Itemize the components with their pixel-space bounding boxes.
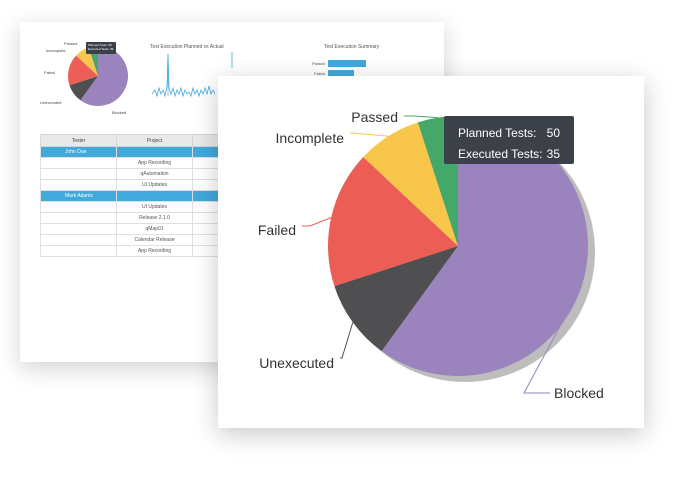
table-cell-project: qMap01 bbox=[116, 223, 193, 235]
table-header-project: Project bbox=[116, 134, 193, 147]
summary-bar-failed bbox=[328, 70, 354, 77]
pie-leader-failed bbox=[302, 217, 332, 227]
pie-slice-failed[interactable] bbox=[327, 157, 458, 287]
pie-leader-incomplete bbox=[350, 132, 389, 137]
test-status-pie-chart: Blocked Unexecuted Failed Incomplete Passed bbox=[258, 109, 604, 401]
table-cell-empty bbox=[40, 223, 117, 235]
summary-bar-label-passed: Passed bbox=[312, 61, 326, 66]
table-cell-project: App Recording bbox=[116, 157, 193, 169]
mini-label-passed: Passed bbox=[64, 41, 78, 46]
summary-chart-title: Test Execution Summary bbox=[324, 44, 380, 50]
table-cell-empty bbox=[40, 179, 117, 191]
pie-slice-blocked[interactable] bbox=[381, 116, 589, 376]
mini-pie-slice-failed bbox=[68, 55, 98, 86]
table-cell-empty bbox=[116, 146, 193, 158]
mini-pie-slice-incomplete bbox=[76, 47, 98, 76]
mini-tooltip-executed-label: Executed Tests: bbox=[88, 47, 110, 51]
mini-label-blocked: Blocked bbox=[112, 110, 127, 115]
table-cell-project: UI Updates bbox=[116, 201, 193, 213]
mini-line-chart bbox=[151, 53, 216, 98]
mini-label-unexecuted: Unexecuted bbox=[40, 100, 62, 105]
pie-leader-blocked bbox=[523, 285, 583, 394]
pie-label-incomplete: Incomplete bbox=[276, 130, 345, 146]
tooltip-executed-value: 35 bbox=[546, 147, 560, 161]
pie-tooltip: Planned Tests: 50 Executed Tests: 35 bbox=[444, 116, 574, 164]
table-cell-empty bbox=[40, 201, 117, 213]
table-cell-empty bbox=[116, 190, 193, 202]
pie-slice-incomplete[interactable] bbox=[363, 122, 458, 246]
pie-label-failed: Failed bbox=[258, 222, 296, 238]
table-cell-tester: John Doe bbox=[40, 146, 117, 158]
tooltip-executed-label: Executed Tests: bbox=[458, 147, 543, 161]
mini-label-incomplete: Incomplete bbox=[46, 48, 66, 53]
mini-pie-slice-blocked bbox=[80, 46, 129, 106]
table-header-tester: Tester bbox=[40, 134, 117, 147]
pie-leader-unexecuted bbox=[340, 322, 354, 359]
tooltip-planned-label: Planned Tests: bbox=[458, 126, 537, 140]
table-cell-empty bbox=[40, 212, 117, 224]
mini-label-failed: Failed bbox=[44, 70, 55, 75]
pie-chart-card: Blocked Unexecuted Failed Incomplete Passed … bbox=[218, 76, 644, 428]
mini-line-spike bbox=[231, 52, 233, 68]
table-cell-project: Release 2.1.0 bbox=[116, 212, 193, 224]
table-cell-empty bbox=[40, 157, 117, 169]
pie-label-unexecuted: Unexecuted bbox=[259, 355, 334, 371]
summary-bar-passed bbox=[328, 60, 366, 67]
summary-bar-label-failed: Failed bbox=[314, 71, 325, 76]
pie-leader-passed bbox=[404, 115, 438, 119]
pie-slice-unexecuted[interactable] bbox=[334, 246, 458, 352]
table-cell-project: UI Updates bbox=[116, 179, 193, 191]
table-cell-empty bbox=[40, 168, 117, 180]
table-cell-project: qAutomation bbox=[116, 168, 193, 180]
table-cell-project: Calendar Release bbox=[116, 234, 193, 246]
table-cell-empty bbox=[40, 245, 117, 257]
pie-label-blocked: Blocked bbox=[554, 385, 604, 401]
mini-tooltip: Planned Tests: 50 Executed Tests: 35 bbox=[86, 42, 116, 54]
mini-pie-chart bbox=[68, 46, 129, 106]
tooltip-planned-value: 50 bbox=[546, 126, 560, 140]
mini-tooltip-executed-value: 35 bbox=[109, 47, 114, 51]
pie-label-passed: Passed bbox=[351, 109, 398, 125]
mini-tooltip-planned-label: Planned Tests: bbox=[88, 43, 108, 47]
mini-pie-slice-unexecuted bbox=[69, 76, 98, 101]
table-cell-empty bbox=[40, 234, 117, 246]
line-chart-title: Test Execution Planned vs Actual bbox=[150, 44, 224, 50]
table-cell-tester: Mark Adams bbox=[40, 190, 117, 202]
mini-tooltip-planned-value: 50 bbox=[108, 43, 112, 47]
table-cell-project: App Recording bbox=[116, 245, 193, 257]
